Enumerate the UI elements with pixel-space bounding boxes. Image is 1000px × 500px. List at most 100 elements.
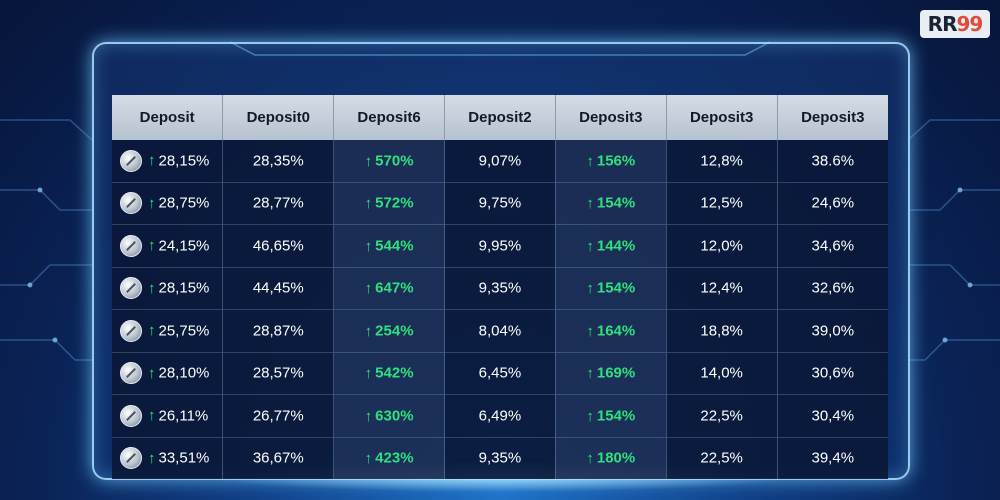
coin-icon <box>120 319 142 342</box>
cell-value: 154% <box>596 195 636 213</box>
table-cell: ↑ 542% <box>333 351 446 395</box>
cell-value: 164% <box>596 322 636 340</box>
table-cell: ↑ 28,10% <box>112 351 224 395</box>
arrow-up-icon: ↑ <box>364 195 373 213</box>
cell-value: 12,5% <box>700 195 743 213</box>
cell-value: 34,6% <box>811 237 855 255</box>
cell-value: 18,8% <box>700 322 743 340</box>
logo-text: RR <box>927 12 958 36</box>
cell-value: 570% <box>375 152 414 170</box>
table-row: ↑ 28,75% 28,77% ↑ 572% 9,75% ↑ 154% 12,5% 24,6% <box>112 181 888 225</box>
arrow-up-icon: ↑ <box>586 322 594 340</box>
table-row: ↑ 28,10% 28,57% ↑ 542% 6,45% ↑ 169% 14,0% 30,6% <box>112 351 888 395</box>
cell-value: 39,4% <box>811 450 855 468</box>
arrow-up-icon: ↑ <box>586 237 594 255</box>
table-cell: ↑ 423% <box>333 436 446 479</box>
table-cell: ↑ 154% <box>555 181 667 225</box>
table-cell: 9,07% <box>444 139 556 182</box>
arrow-up-icon: ↑ <box>148 237 156 255</box>
arrow-up-icon: ↑ <box>364 152 373 170</box>
cell-value: 28,15% <box>158 152 210 170</box>
deposit-table: Deposit Deposit0 Deposit6 Deposit2 Deposit3 D… <box>112 95 888 479</box>
table-cell: 12,5% <box>666 181 778 225</box>
table-cell: ↑ 647% <box>333 266 446 310</box>
table-row: ↑ 33,51% 36,67% ↑ 423% 9,35% ↑ 180% 22,5% 39,4% <box>112 436 888 479</box>
cell-value: 542% <box>375 365 414 383</box>
cell-value: 28,87% <box>252 322 304 340</box>
cell-value: 28,15% <box>158 279 210 297</box>
cell-value: 154% <box>596 407 636 425</box>
table-cell: 12,8% <box>666 139 778 182</box>
cell-value: 544% <box>375 237 414 255</box>
column-header: Deposit3 <box>777 95 888 140</box>
table-cell: 9,35% <box>444 436 556 479</box>
cell-value: 169% <box>596 365 636 383</box>
table-cell: 9,35% <box>444 266 556 310</box>
table-cell: 32,6% <box>777 266 888 310</box>
column-header: Deposit2 <box>444 95 556 140</box>
cell-value: 9,35% <box>478 280 522 298</box>
arrow-up-icon: ↑ <box>586 407 594 425</box>
arrow-up-icon: ↑ <box>364 407 373 425</box>
cell-value: 12,8% <box>700 152 743 170</box>
table-header-row: Deposit Deposit0 Deposit6 Deposit2 Deposit3 D… <box>112 95 888 140</box>
cell-value: 154% <box>596 280 636 298</box>
table-cell: 28,87% <box>222 309 335 352</box>
cell-value: 6,45% <box>478 365 522 383</box>
cell-value: 12,4% <box>700 280 743 298</box>
cell-value: 423% <box>375 450 414 468</box>
arrow-up-icon: ↑ <box>586 152 594 170</box>
cell-value: 630% <box>375 407 414 425</box>
table-cell: ↑ 25,75% <box>112 309 224 352</box>
arrow-up-icon: ↑ <box>586 195 594 213</box>
table-cell: 9,95% <box>444 224 556 267</box>
arrow-up-icon: ↑ <box>586 280 594 298</box>
arrow-up-icon: ↑ <box>148 194 156 212</box>
cell-value: 25,75% <box>158 322 210 340</box>
coin-icon <box>120 234 142 257</box>
coin-icon <box>120 192 142 215</box>
cell-value: 24,15% <box>158 237 210 255</box>
table-cell: 39,0% <box>777 309 888 352</box>
table-cell: ↑ 144% <box>555 224 667 267</box>
cell-value: 26,11% <box>158 407 209 425</box>
arrow-up-icon: ↑ <box>148 449 156 467</box>
cell-value: 26,77% <box>252 407 304 425</box>
table-cell: ↑ 630% <box>333 394 446 437</box>
cell-value: 6,49% <box>478 407 522 425</box>
table-cell: 8,04% <box>444 309 556 352</box>
table-row: ↑ 28,15% 28,35% ↑ 570% 9,07% ↑ 156% 12,8% 38.6% <box>112 139 888 182</box>
table-cell: ↑ 572% <box>333 181 446 225</box>
table-cell: ↑ 33,51% <box>112 436 224 479</box>
cell-value: 572% <box>375 195 414 213</box>
table-cell: 44,45% <box>222 266 335 310</box>
column-header: Deposit6 <box>333 95 446 140</box>
table-cell: ↑ 180% <box>555 436 667 479</box>
arrow-up-icon: ↑ <box>364 322 373 340</box>
brand-logo: RR 99 <box>920 10 990 38</box>
cell-value: 30,4% <box>811 407 855 425</box>
cell-value: 28,57% <box>252 365 304 383</box>
table-row: ↑ 26,11% 26,77% ↑ 630% 6,49% ↑ 154% 22,5% 30,4% <box>112 394 888 437</box>
cell-value: 28,75% <box>158 194 210 212</box>
cell-value: 46,65% <box>252 237 304 255</box>
logo-accent: 99 <box>956 12 983 36</box>
table-cell: 36,67% <box>222 436 335 479</box>
column-header: Deposit <box>112 95 224 140</box>
cell-value: 9,07% <box>478 152 522 170</box>
table-cell: ↑ 154% <box>555 394 667 437</box>
table-cell: ↑ 169% <box>555 351 667 395</box>
table-cell: ↑ 28,15% <box>112 139 224 182</box>
arrow-up-icon: ↑ <box>364 365 373 383</box>
cell-value: 14,0% <box>700 365 743 383</box>
table-cell: ↑ 544% <box>333 224 446 267</box>
table-cell: 28,35% <box>222 139 335 182</box>
table-cell: 46,65% <box>222 224 335 267</box>
cell-value: 22,5% <box>700 450 743 468</box>
cell-value: 144% <box>596 237 636 255</box>
table-row: ↑ 25,75% 28,87% ↑ 254% 8,04% ↑ 164% 18,8% 39,0% <box>112 309 888 352</box>
cell-value: 28,10% <box>158 364 210 382</box>
cell-value: 44,45% <box>252 280 304 298</box>
arrow-up-icon: ↑ <box>148 152 156 170</box>
